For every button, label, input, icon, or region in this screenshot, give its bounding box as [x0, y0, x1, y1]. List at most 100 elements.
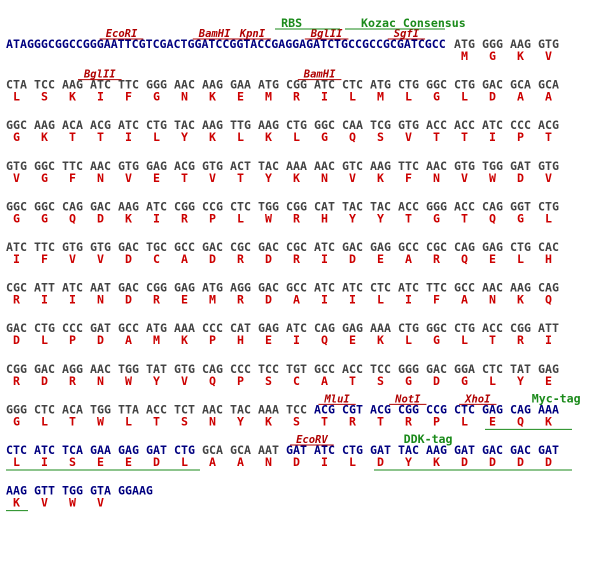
codon: AAG	[6, 484, 27, 498]
codon: TCG	[370, 118, 391, 132]
amino-acid: T	[461, 211, 468, 225]
amino-acid: Y	[181, 130, 188, 144]
codon: AAA	[370, 321, 391, 335]
codon: GGT	[510, 199, 531, 213]
codon: TCC	[370, 362, 391, 376]
amino-acid: V	[69, 252, 76, 266]
amino-acid: P	[517, 130, 524, 144]
codon: GAG	[482, 402, 503, 416]
codon: ACG	[314, 402, 335, 416]
codon: TAC	[258, 159, 279, 173]
codon: GGG	[146, 78, 167, 92]
amino-acid: D	[125, 252, 132, 266]
amino-acid: K	[545, 414, 552, 428]
restriction-site: XhoI	[464, 393, 491, 405]
codon: TGG	[258, 199, 279, 213]
codon: ACG	[174, 159, 195, 173]
amino-acid: N	[97, 171, 104, 185]
amino-acid: G	[517, 211, 524, 225]
amino-acid: T	[405, 211, 412, 225]
codon: GGC	[6, 118, 27, 132]
amino-acid: T	[69, 130, 76, 144]
amino-acid: Y	[237, 414, 244, 428]
codon: GAT	[454, 443, 475, 457]
codon: TGG	[62, 484, 83, 498]
amino-acid: V	[41, 496, 48, 510]
codon: GCC	[286, 281, 307, 295]
codon: AAC	[202, 402, 223, 416]
amino-acid: Q	[517, 414, 524, 428]
amino-acid: K	[209, 130, 216, 144]
codon: GAG	[118, 443, 139, 457]
codon: AAC	[174, 78, 195, 92]
amino-acid: R	[433, 252, 440, 266]
amino-acid: Q	[349, 130, 356, 144]
restriction-site: KpnI	[239, 28, 266, 40]
amino-acid: D	[461, 455, 468, 469]
codon: CTG	[454, 321, 475, 335]
codon: GCC	[174, 240, 195, 254]
codon: GCA	[538, 78, 559, 92]
amino-acid: V	[545, 49, 552, 63]
codon: CTG	[174, 443, 195, 457]
codon: GTA	[90, 484, 111, 498]
amino-acid: R	[237, 252, 244, 266]
amino-acid: N	[489, 293, 496, 307]
amino-acid: K	[517, 293, 524, 307]
codon: AAC	[426, 159, 447, 173]
amino-acid: L	[405, 90, 412, 104]
codon: ACC	[146, 402, 167, 416]
codon: ATC	[6, 240, 27, 254]
amino-acid: I	[97, 90, 104, 104]
amino-acid: T	[433, 130, 440, 144]
amino-acid: L	[489, 374, 496, 388]
amino-acid: V	[125, 171, 132, 185]
codon: GAG	[342, 321, 363, 335]
amino-acid: I	[69, 293, 76, 307]
amino-acid: V	[97, 252, 104, 266]
amino-acid: L	[405, 333, 412, 347]
amino-acid: E	[265, 333, 272, 347]
amino-acid: R	[349, 414, 356, 428]
amino-acid: K	[41, 130, 48, 144]
codon: CGC	[426, 240, 447, 254]
restriction-site: BglII	[310, 28, 343, 40]
amino-acid: E	[377, 252, 384, 266]
codon: AAT	[90, 281, 111, 295]
codon: GCA	[230, 443, 251, 457]
amino-acid: P	[209, 211, 216, 225]
codon: TCA	[62, 443, 83, 457]
amino-acid: D	[545, 455, 552, 469]
codon: CTA	[6, 78, 27, 92]
amino-acid: T	[545, 130, 552, 144]
amino-acid: K	[13, 496, 20, 510]
amino-acid: Y	[517, 374, 524, 388]
codon: ATC	[314, 78, 335, 92]
codon: AAT	[258, 443, 279, 457]
amino-acid: P	[237, 374, 244, 388]
amino-acid: K	[125, 211, 132, 225]
amino-acid: T	[489, 333, 496, 347]
amino-acid: N	[321, 171, 328, 185]
codon: ATC	[314, 443, 335, 457]
amino-acid: K	[377, 333, 384, 347]
codon: GAG	[370, 240, 391, 254]
amino-acid: M	[209, 293, 216, 307]
codon: ACG	[538, 118, 559, 132]
amino-acid: S	[293, 414, 300, 428]
amino-acid: L	[545, 211, 552, 225]
codon: GAC	[510, 443, 531, 457]
codon: CGC	[6, 281, 27, 295]
amino-acid: M	[461, 49, 468, 63]
amino-acid: I	[41, 455, 48, 469]
amino-acid: K	[265, 130, 272, 144]
codon: GAC	[118, 240, 139, 254]
amino-acid: L	[181, 455, 188, 469]
codon: GAG	[146, 159, 167, 173]
codon: TGG	[118, 362, 139, 376]
amino-acid: I	[405, 293, 412, 307]
amino-acid: R	[405, 414, 412, 428]
codon: ATC	[118, 118, 139, 132]
feature-label: DDK-tag	[404, 432, 453, 446]
